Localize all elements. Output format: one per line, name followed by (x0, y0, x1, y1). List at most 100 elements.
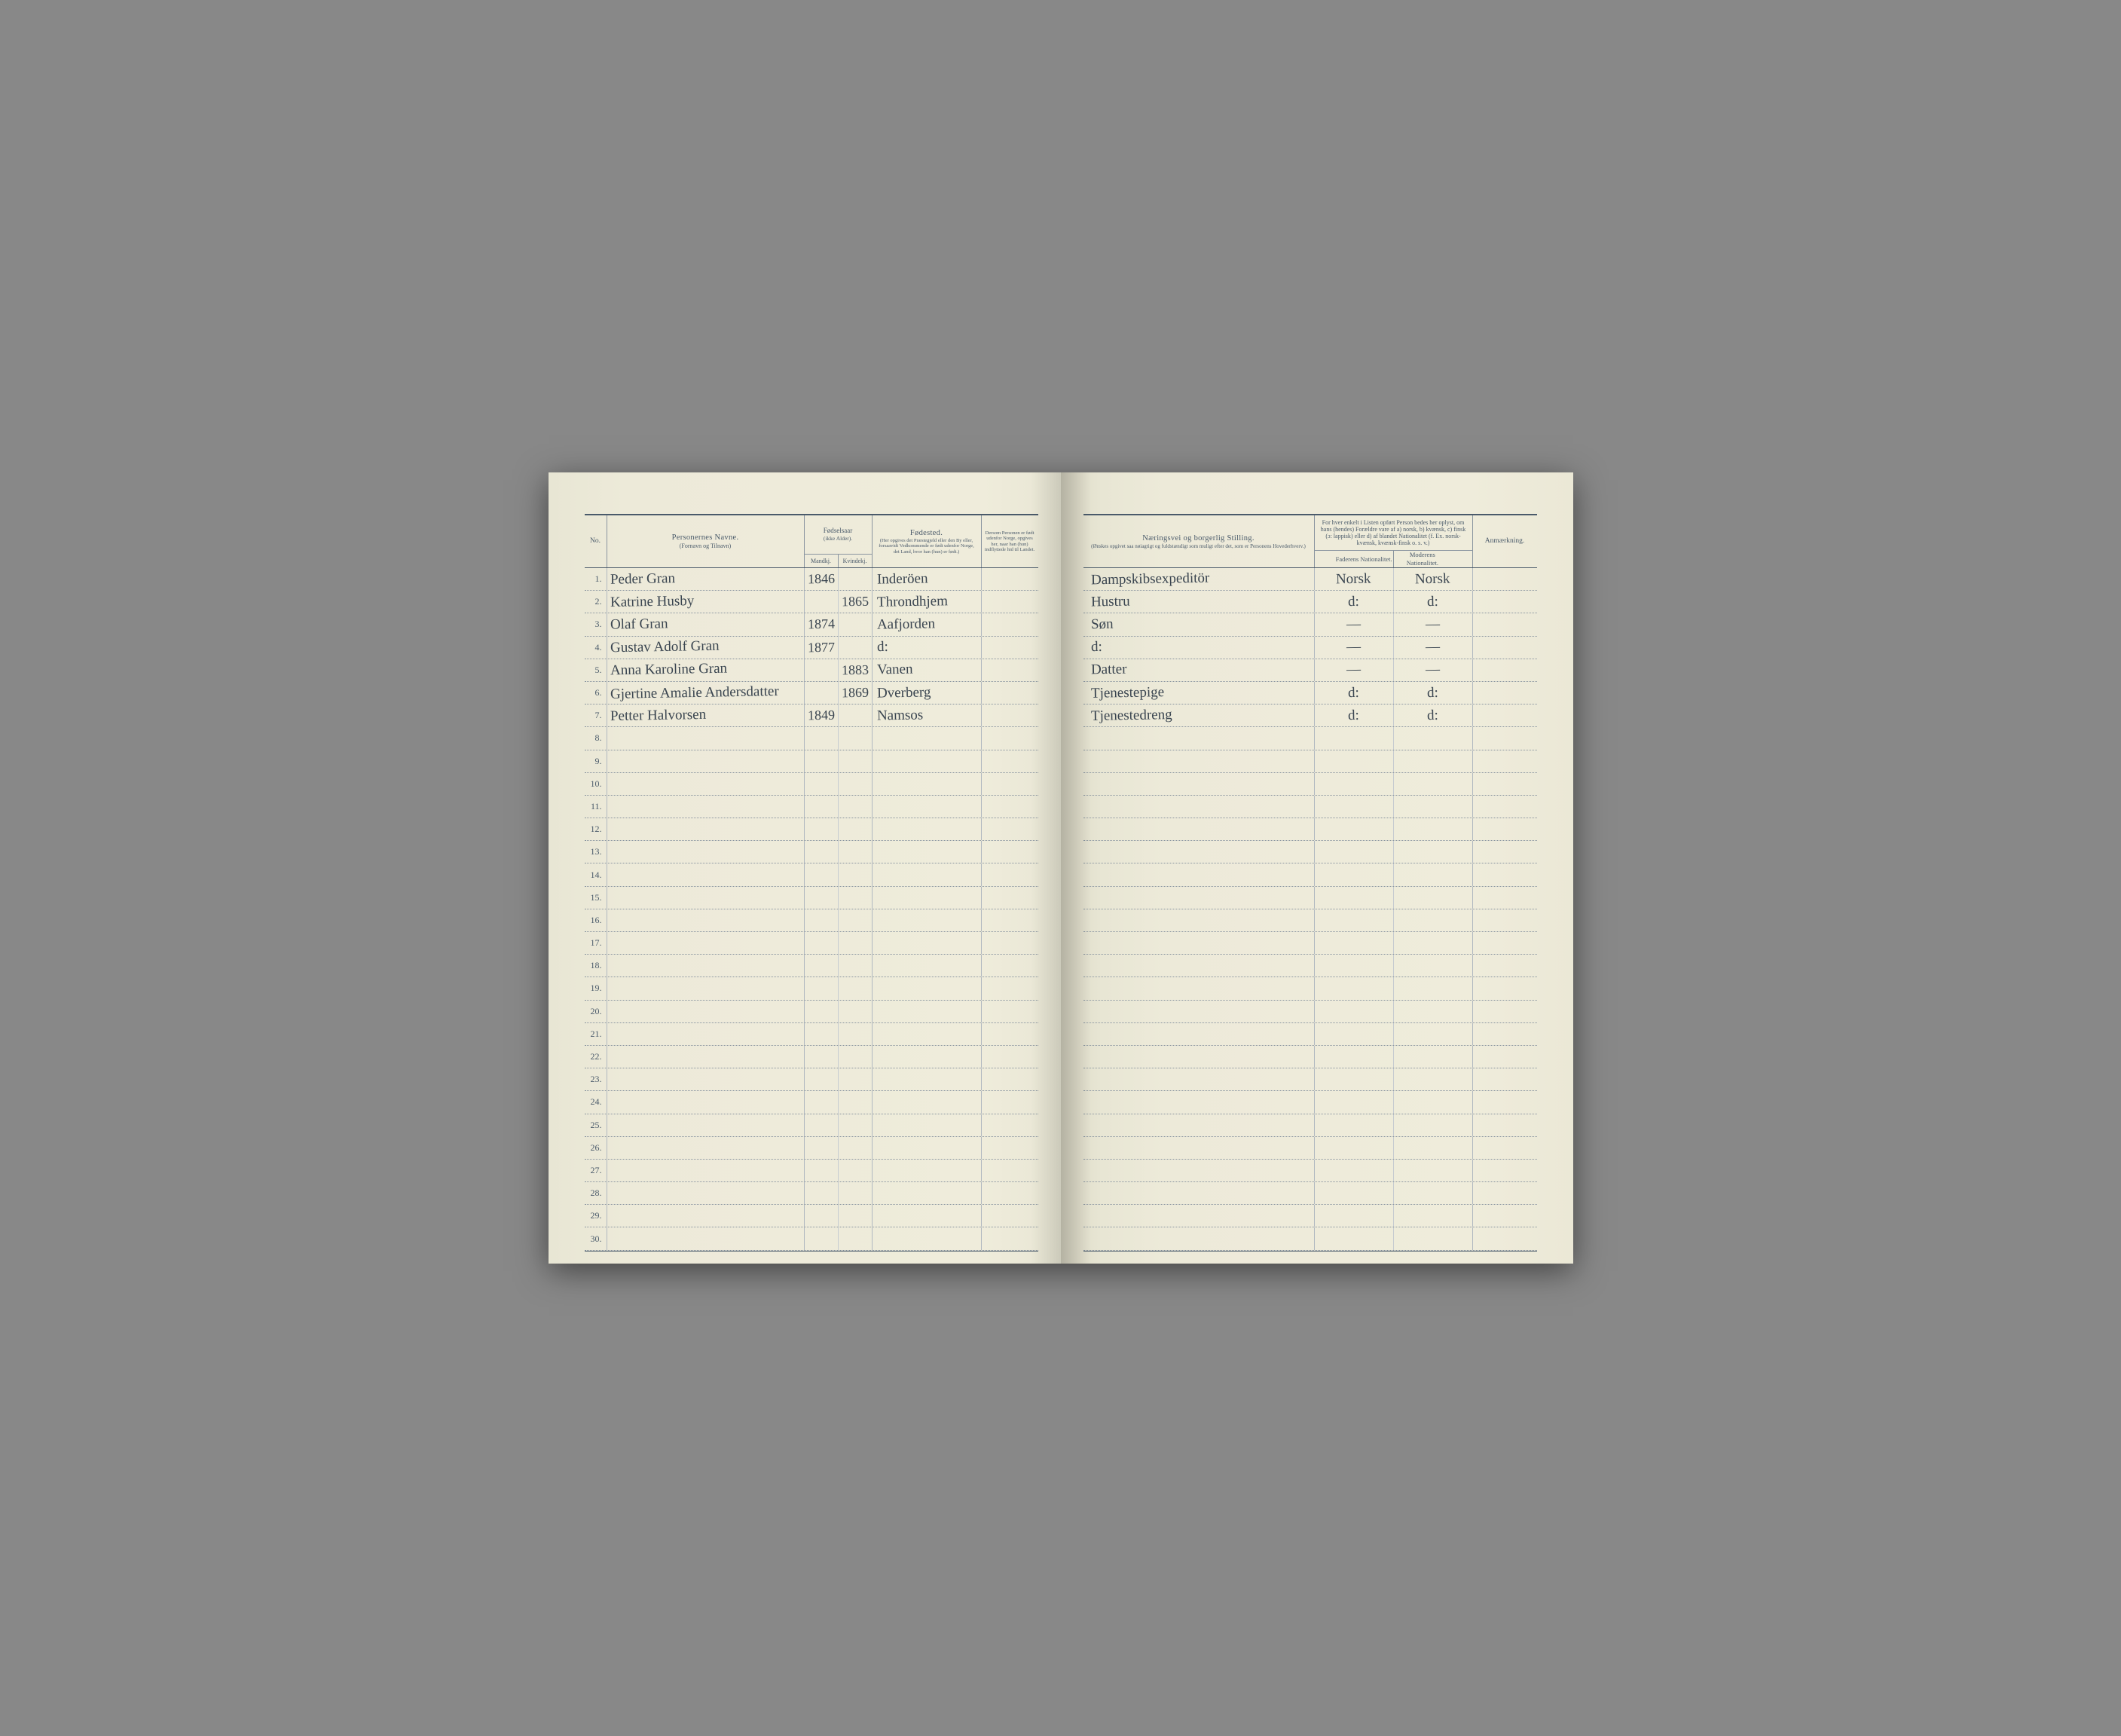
table-row (1083, 727, 1537, 750)
cell-nat-mother (1394, 1001, 1473, 1022)
cell-nat-father (1315, 750, 1394, 772)
cell-year-k (839, 727, 873, 749)
cell-year-m: 1846 (805, 568, 839, 590)
cell-remark (1473, 704, 1537, 726)
cell-born (873, 909, 982, 931)
cell-nat-father (1315, 1023, 1394, 1045)
table-row: 20. (585, 1001, 1038, 1023)
cell-outside (982, 1227, 1038, 1249)
table-row (1083, 818, 1537, 841)
header-nat-top: For hver enkelt i Listen opført Person b… (1315, 515, 1472, 551)
cell-born: Vanen (873, 659, 982, 681)
cell-year-m (805, 1091, 839, 1113)
table-row: 5.Anna Karoline Gran1883Vanen (585, 659, 1038, 682)
cell-name: Gustav Adolf Gran (607, 637, 805, 659)
cell-year-m (805, 955, 839, 976)
cell-outside (982, 1114, 1038, 1136)
cell-nat-mother (1394, 818, 1473, 840)
cell-nat-father (1315, 955, 1394, 976)
row-number: 28. (585, 1182, 607, 1204)
cell-year-k (839, 1091, 873, 1113)
header-name-sub: (Fornavn og Tilnavn) (680, 542, 731, 550)
cell-outside (982, 568, 1038, 590)
cell-born (873, 1091, 982, 1113)
cell-year-k (839, 1160, 873, 1181)
row-number: 2. (585, 591, 607, 613)
cell-remark (1473, 863, 1537, 885)
cell-year-m (805, 591, 839, 613)
cell-nat-father (1315, 1182, 1394, 1204)
cell-occupation (1083, 887, 1315, 909)
table-row (1083, 932, 1537, 955)
cell-year-k (839, 1227, 873, 1249)
table-row: 28. (585, 1182, 1038, 1205)
cell-nat-mother: — (1394, 613, 1473, 635)
cell-born (873, 727, 982, 749)
cell-name (607, 932, 805, 954)
row-number: 10. (585, 773, 607, 795)
cell-year-m (805, 841, 839, 863)
cell-year-k (839, 1001, 873, 1022)
cell-outside (982, 750, 1038, 772)
cell-nat-mother (1394, 1160, 1473, 1181)
cell-occupation (1083, 1227, 1315, 1249)
cell-outside (982, 1137, 1038, 1159)
cell-born: Dverberg (873, 682, 982, 704)
cell-year-k (839, 637, 873, 659)
header-outside: Dersom Personen er født udenfor Norge, o… (982, 515, 1038, 567)
cell-name (607, 841, 805, 863)
table-row (1083, 750, 1537, 773)
cell-outside (982, 613, 1038, 635)
cell-remark (1473, 1227, 1537, 1249)
cell-year-k (839, 932, 873, 954)
table-row (1083, 863, 1537, 886)
cell-year-m (805, 977, 839, 999)
left-page: No. Personernes Navne. (Fornavn og Tilna… (549, 472, 1061, 1264)
table-row (1083, 1114, 1537, 1137)
table-row: Tjenestedrengd:d: (1083, 704, 1537, 727)
cell-born (873, 1068, 982, 1090)
row-number: 21. (585, 1023, 607, 1045)
cell-nat-father: Norsk (1315, 568, 1394, 590)
header-year-main: Fødselsaar (824, 527, 853, 535)
cell-nat-father (1315, 932, 1394, 954)
cell-nat-mother (1394, 1205, 1473, 1227)
table-row: 10. (585, 773, 1038, 796)
table-row (1083, 773, 1537, 796)
cell-nat-father: d: (1315, 682, 1394, 704)
table-row (1083, 796, 1537, 818)
cell-year-k (839, 1114, 873, 1136)
cell-occupation (1083, 796, 1315, 818)
right-bottom-rule (1083, 1251, 1537, 1252)
table-row: 6.Gjertine Amalie Andersdatter1869Dverbe… (585, 682, 1038, 704)
cell-nat-father (1315, 1068, 1394, 1090)
cell-name (607, 1068, 805, 1090)
cell-remark (1473, 1023, 1537, 1045)
header-born-main: Fødested. (910, 528, 943, 538)
cell-year-k: 1865 (839, 591, 873, 613)
cell-outside (982, 977, 1038, 999)
row-number: 26. (585, 1137, 607, 1159)
cell-outside (982, 841, 1038, 863)
cell-nat-father (1315, 841, 1394, 863)
row-number: 1. (585, 568, 607, 590)
cell-year-m (805, 773, 839, 795)
cell-born: d: (873, 637, 982, 659)
cell-occupation: Datter (1083, 659, 1315, 681)
cell-name (607, 750, 805, 772)
cell-born (873, 1137, 982, 1159)
cell-remark (1473, 887, 1537, 909)
cell-occupation (1083, 1114, 1315, 1136)
cell-occupation: Hustru (1083, 591, 1315, 613)
cell-nat-mother (1394, 909, 1473, 931)
cell-outside (982, 1001, 1038, 1022)
cell-outside (982, 682, 1038, 704)
cell-born (873, 818, 982, 840)
row-number: 30. (585, 1227, 607, 1249)
table-row: Datter—— (1083, 659, 1537, 682)
cell-year-k (839, 887, 873, 909)
cell-occupation (1083, 841, 1315, 863)
cell-occupation (1083, 1160, 1315, 1181)
row-number: 12. (585, 818, 607, 840)
cell-year-k (839, 568, 873, 590)
